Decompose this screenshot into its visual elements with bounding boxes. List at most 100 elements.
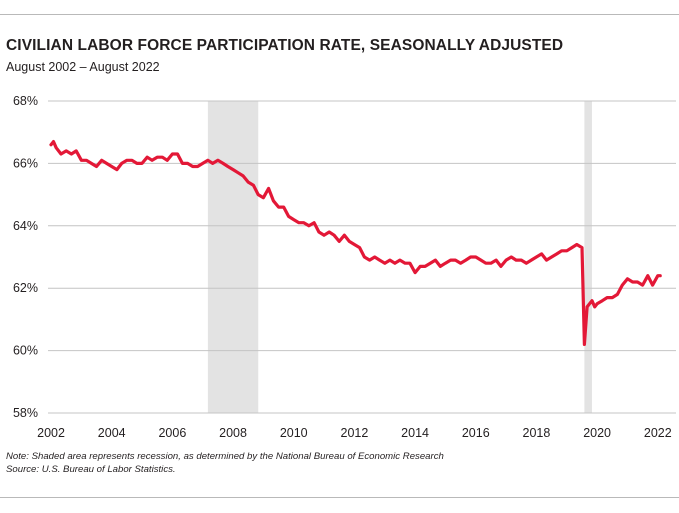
data-point: [212, 162, 214, 164]
data-point: [121, 162, 123, 164]
x-tick-label: 2012: [341, 426, 369, 440]
data-point: [626, 278, 629, 280]
data-point: [586, 306, 588, 308]
data-point: [414, 272, 416, 274]
data-point: [197, 165, 199, 168]
data-point: [454, 259, 456, 261]
data-point: [369, 259, 371, 261]
data-point: [399, 259, 401, 261]
data-point: [202, 162, 204, 164]
y-tick-label: 66%: [13, 156, 38, 170]
data-point: [106, 162, 108, 164]
y-tick-label: 60%: [13, 344, 38, 358]
data-point: [60, 153, 62, 155]
data-point: [232, 169, 234, 171]
x-tick-label: 2018: [523, 426, 551, 440]
data-point: [247, 181, 249, 183]
data-point: [111, 165, 113, 168]
data-point: [298, 222, 300, 224]
data-point: [429, 262, 431, 264]
data-point: [151, 159, 153, 161]
data-point: [419, 265, 421, 267]
data-point: [192, 165, 194, 168]
data-point: [187, 162, 189, 164]
data-point: [146, 156, 148, 158]
data-point: [525, 262, 528, 264]
data-point: [510, 256, 512, 258]
x-tick-label: 2008: [219, 426, 247, 440]
line-chart: 58% 60% 62% 64% 66% 68% 2002 2004 2006 2008 2010 20…: [13, 94, 676, 440]
x-tick-label: 2002: [37, 426, 65, 440]
data-point: [359, 247, 361, 249]
data-point: [444, 262, 446, 264]
data-point: [594, 306, 596, 308]
data-point: [490, 262, 492, 264]
data-point: [70, 153, 72, 155]
data-point: [207, 159, 209, 161]
data-point: [161, 156, 163, 158]
data-point: [647, 275, 649, 277]
data-point: [606, 297, 608, 299]
data-point: [632, 281, 634, 283]
x-tick-label: 2022: [644, 426, 672, 440]
data-point: [328, 231, 330, 233]
data-point: [505, 259, 507, 261]
data-point: [642, 284, 644, 286]
data-point: [116, 169, 118, 171]
data-point: [288, 215, 290, 217]
data-point: [591, 300, 593, 302]
series-line: [49, 140, 662, 346]
data-point: [323, 234, 325, 236]
data-point: [222, 162, 224, 164]
recession-band: [584, 101, 592, 413]
data-point: [389, 259, 391, 261]
data-point: [545, 259, 548, 261]
chart-subtitle: August 2002 – August 2022: [6, 60, 160, 74]
data-point: [439, 265, 441, 267]
data-point: [353, 243, 355, 246]
data-point: [495, 259, 497, 261]
data-point: [80, 159, 82, 161]
data-point: [171, 153, 173, 155]
x-tick-label: 2004: [98, 426, 126, 440]
data-point: [313, 222, 315, 224]
data-point: [636, 281, 639, 283]
data-point: [58, 150, 60, 152]
data-point: [363, 256, 365, 258]
data-point: [616, 293, 619, 295]
data-point: [470, 256, 472, 258]
data-point: [318, 231, 320, 233]
data-point: [268, 187, 270, 189]
data-point: [485, 262, 487, 264]
data-point: [379, 259, 381, 261]
chart-title: CIVILIAN LABOR FORCE PARTICIPATION RATE,…: [6, 37, 564, 54]
data-point: [450, 259, 452, 261]
data-point: [571, 247, 573, 249]
x-tick-label: 2016: [462, 426, 490, 440]
source-note: Source: U.S. Bureau of Labor Statistics.: [6, 464, 176, 475]
data-point: [384, 262, 386, 264]
data-point: [621, 284, 623, 286]
data-point: [338, 240, 340, 242]
data-point: [293, 219, 295, 221]
data-point: [581, 247, 583, 249]
data-point: [659, 275, 661, 277]
data-point: [126, 159, 128, 161]
data-point: [242, 175, 244, 177]
data-point: [262, 197, 264, 199]
data-point: [652, 284, 654, 286]
data-point: [52, 141, 55, 143]
data-point: [166, 159, 168, 161]
data-point: [500, 265, 502, 267]
data-point: [404, 262, 406, 264]
data-point: [588, 303, 591, 305]
data-point: [65, 150, 67, 152]
data-point: [611, 297, 613, 299]
data-point: [394, 262, 396, 264]
data-point: [515, 259, 517, 261]
data-point: [576, 243, 578, 246]
x-tick-label: 2006: [158, 426, 186, 440]
data-point: [343, 234, 345, 236]
x-tick-label: 2010: [280, 426, 308, 440]
data-point: [257, 194, 259, 196]
